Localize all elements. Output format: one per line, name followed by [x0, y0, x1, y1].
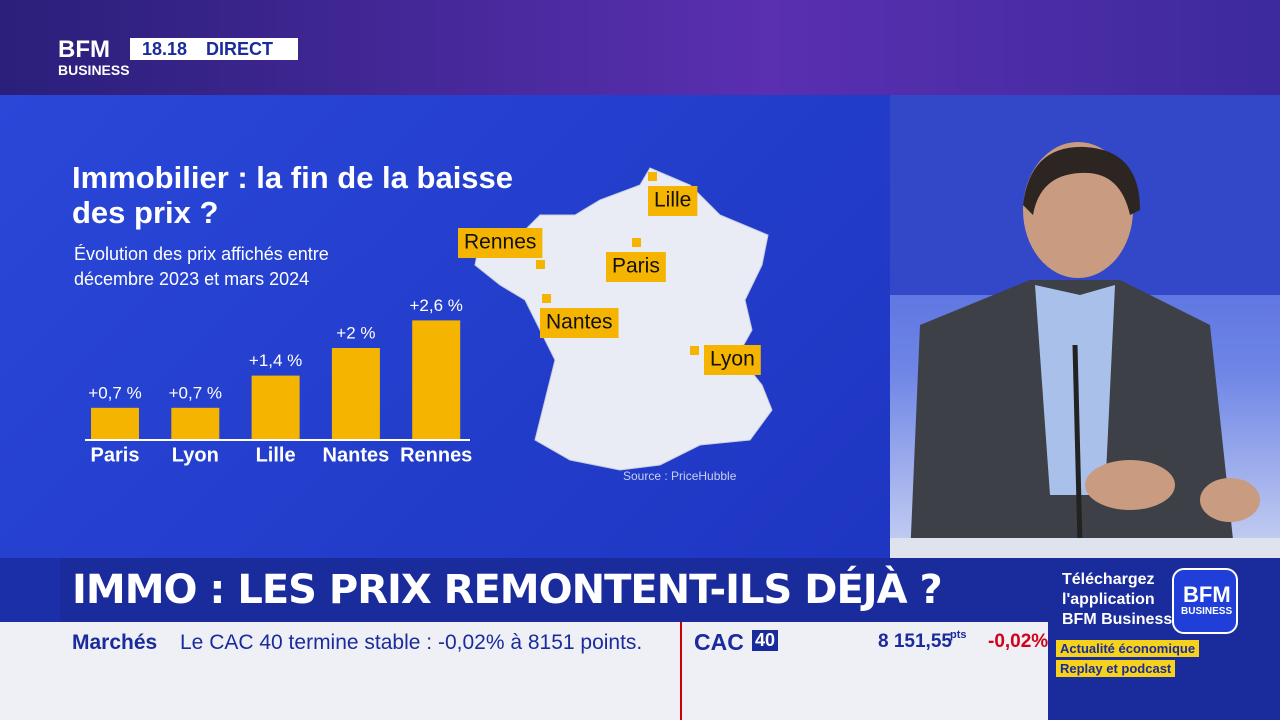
bar [171, 407, 220, 440]
city-label: Nantes [546, 311, 613, 334]
city-box [704, 345, 761, 375]
guest [890, 95, 1280, 558]
promo-line: BFM Business [1062, 611, 1173, 628]
ticker-text: Le CAC 40 termine stable : -0,02% à 8151… [180, 631, 643, 654]
value-label: +1,4 % [249, 351, 302, 370]
value-label: +2 % [336, 323, 375, 342]
studio-image [890, 95, 1280, 558]
city-dot [690, 346, 699, 355]
live-box: 18.18 DIRECT [130, 38, 298, 60]
x-tick-label: Rennes [400, 444, 472, 466]
logo: BFM [58, 36, 110, 63]
chart: Source : PriceHubble +0,7 % Paris +0,7 % Ly… [85, 167, 773, 483]
divider [680, 622, 682, 720]
time: 18.18 [142, 39, 188, 59]
index-value: 8 151,55 [878, 631, 952, 652]
chart-title: Immobilier : la fin de la baisse des pri… [72, 160, 514, 230]
city-box [458, 228, 543, 258]
city-dot [542, 294, 551, 303]
city-box [540, 308, 619, 338]
hair [1023, 146, 1140, 215]
chart-subtitle: Évolution des prix affichés entre décemb… [74, 244, 329, 289]
app-icon: BFM BUSINESS [1172, 568, 1238, 634]
bar [412, 320, 461, 440]
index-unit: pts [950, 629, 967, 641]
ticker-section: Marchés [72, 631, 158, 654]
bar [331, 348, 380, 440]
x-tick-label: Paris [91, 444, 140, 466]
value-label: +2,6 % [409, 296, 462, 315]
bar [91, 407, 139, 440]
france-map [474, 167, 773, 471]
index-num: 40 [752, 630, 779, 651]
city-dot [632, 238, 641, 247]
promo-line: Téléchargez [1062, 571, 1155, 588]
value-label: +0,7 % [169, 383, 222, 402]
x-tick-label: Lyon [172, 444, 219, 466]
city-label: Paris [612, 255, 660, 278]
logo-sub: BUSINESS [58, 62, 130, 78]
index-name: CAC [694, 629, 744, 655]
city-dot [536, 260, 545, 269]
headline: IMMO : LES PRIX REMONTENT-ILS DÉJÀ ? [60, 558, 1048, 622]
city-label: Rennes [464, 231, 536, 254]
city-label: Lyon [710, 348, 755, 371]
ticker: Marchés Le CAC 40 termine stable : -0,02… [0, 622, 1048, 720]
x-tick-label: Nantes [323, 444, 390, 466]
promo: Téléchargez l'application BFM Business B… [1048, 558, 1280, 720]
x-tick-label: Lille [256, 444, 296, 466]
index-change: -0,02% [988, 631, 1049, 652]
mic-stand [1072, 344, 1083, 546]
promo-text: Téléchargez l'application BFM Business [1062, 570, 1172, 630]
city-label: Lille [654, 189, 691, 212]
hand [1085, 460, 1175, 510]
live: DIRECT [206, 39, 273, 59]
value-label: +0,7 % [88, 383, 141, 402]
logo: BFM [1183, 582, 1231, 607]
hand [1200, 478, 1260, 522]
desk [890, 538, 1280, 558]
logo-sub: BUSINESS [1181, 606, 1233, 617]
tag: Replay et podcast [1056, 660, 1176, 677]
promo-line: l'application [1062, 591, 1155, 608]
source: Source : PriceHubble [623, 469, 737, 483]
city-box [648, 186, 698, 216]
bar [251, 375, 300, 440]
tag: Actualité économique [1056, 640, 1200, 657]
top-bar: BFM BUSINESS 18.18 DIRECT [0, 0, 1280, 95]
city-dot [648, 172, 657, 181]
city-box [606, 252, 666, 282]
